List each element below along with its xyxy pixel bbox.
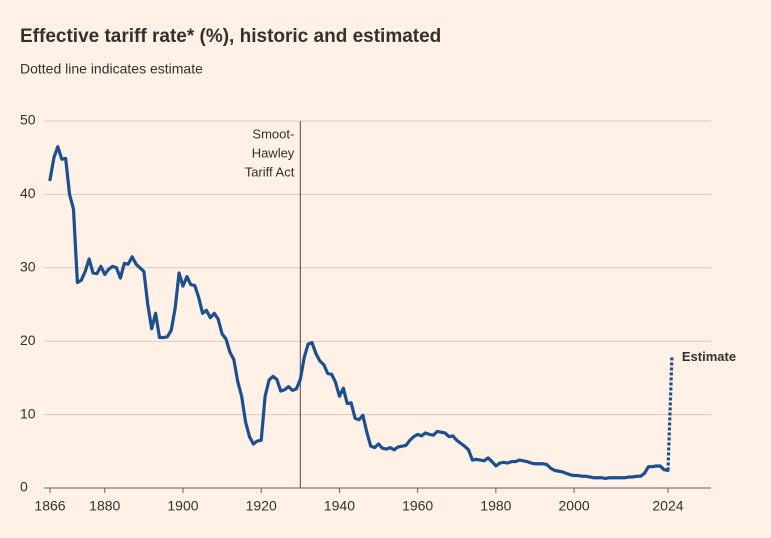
x-tick-label: 1880 [89, 498, 120, 514]
series-line [666, 357, 674, 471]
annotation-text: Smoot- [252, 126, 294, 141]
annotation-text: Hawley [252, 145, 295, 160]
x-tick-label: 2024 [652, 498, 683, 514]
x-tick-label: 1866 [34, 498, 65, 514]
y-tick-label: 20 [20, 332, 36, 348]
y-tick-label: 0 [20, 479, 28, 495]
x-tick-label: 1900 [167, 498, 198, 514]
y-tick-label: 50 [20, 112, 36, 128]
x-tick-label: 1940 [324, 498, 355, 514]
annotation-text: Tariff Act [245, 164, 295, 179]
chart-title: Effective tariff rate* (%), historic and… [20, 26, 441, 47]
y-tick-label: 30 [20, 259, 36, 275]
x-tick-label: 1960 [402, 498, 433, 514]
x-tick-label: 1920 [246, 498, 277, 514]
y-tick-label: 40 [20, 185, 36, 201]
series-line [48, 145, 670, 481]
y-tick-label: 10 [20, 405, 36, 421]
x-tick-label: 2000 [559, 498, 590, 514]
x-tick-label: 1980 [480, 498, 511, 514]
chart-subtitle: Dotted line indicates estimate [20, 61, 203, 77]
series-label: Estimate [682, 349, 736, 364]
